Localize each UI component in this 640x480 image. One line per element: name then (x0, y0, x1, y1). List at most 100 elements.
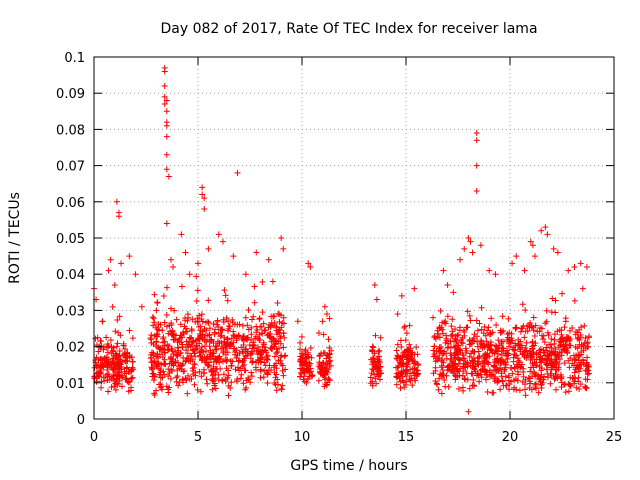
data-point (521, 334, 527, 340)
data-point (430, 347, 436, 353)
x-tick-label: 15 (398, 430, 415, 445)
data-point (548, 336, 554, 342)
x-tick-label: 0 (90, 430, 98, 445)
data-point-outlier (220, 239, 226, 245)
data-point (415, 351, 421, 357)
data-point (258, 368, 264, 374)
data-point (221, 287, 227, 293)
x-tick-label: 25 (606, 430, 623, 445)
data-point (523, 392, 529, 398)
data-point (297, 340, 303, 346)
data-point-outlier (178, 231, 184, 237)
data-point (529, 339, 535, 345)
data-point (499, 329, 505, 335)
data-point-outlier (168, 257, 174, 263)
data-point (98, 385, 104, 391)
data-point-outlier (166, 173, 172, 179)
data-point-outlier (153, 307, 159, 313)
data-point (261, 374, 267, 380)
data-point-outlier (411, 286, 417, 292)
data-point (168, 376, 174, 382)
data-point (547, 381, 553, 387)
data-point-outlier (164, 221, 170, 227)
data-point (199, 311, 205, 317)
data-point-outlier (164, 108, 170, 114)
y-tick-label: 0.02 (56, 341, 85, 356)
data-point (485, 324, 491, 330)
data-point (553, 387, 559, 393)
data-point-outlier (532, 253, 538, 259)
data-point (184, 391, 190, 397)
data-point-outlier (199, 184, 205, 190)
y-tick-label: 0.03 (56, 304, 85, 319)
data-point (253, 324, 259, 330)
data-point (150, 314, 156, 320)
data-points (91, 65, 592, 415)
data-point-outlier (280, 246, 286, 252)
data-point (204, 381, 210, 387)
data-point (561, 324, 567, 330)
chart-title: Day 082 of 2017, Rate Of TEC Index for r… (160, 21, 537, 37)
data-point (207, 343, 213, 349)
data-point-outlier (461, 246, 467, 252)
data-point (224, 358, 230, 364)
data-point (280, 373, 286, 379)
x-tick-label: 5 (194, 430, 202, 445)
data-point (175, 383, 181, 389)
data-point (460, 384, 466, 390)
data-point (471, 349, 477, 355)
data-point (173, 375, 179, 381)
data-point (497, 386, 503, 392)
data-point-outlier (164, 134, 170, 140)
data-point (479, 305, 485, 311)
data-point (474, 318, 480, 324)
data-point-outlier (578, 260, 584, 266)
data-point (159, 327, 165, 333)
data-point (195, 287, 201, 293)
data-point-outlier (201, 206, 207, 212)
data-point (248, 370, 254, 376)
data-point-outlier (542, 224, 548, 230)
data-point (282, 353, 288, 359)
data-point (174, 317, 180, 323)
data-point (437, 344, 443, 350)
data-point (257, 315, 263, 321)
data-point (164, 312, 170, 318)
data-point (151, 377, 157, 383)
data-point (280, 345, 286, 351)
data-point (439, 390, 445, 396)
data-point (505, 316, 511, 322)
data-point (476, 348, 482, 354)
data-point (205, 297, 211, 303)
data-point (114, 344, 120, 350)
data-point (490, 390, 496, 396)
data-point (563, 389, 569, 395)
data-point (446, 384, 452, 390)
data-point (265, 380, 271, 386)
data-point (275, 300, 281, 306)
data-point-outlier (295, 318, 301, 324)
data-point-outlier (243, 271, 249, 277)
data-point-outlier (126, 253, 132, 259)
data-point (468, 317, 474, 323)
data-point-outlier (430, 315, 436, 321)
data-point-outlier (445, 282, 451, 288)
data-point (258, 375, 264, 381)
data-point (542, 320, 548, 326)
data-point-outlier (470, 249, 476, 255)
data-point-outlier (118, 260, 124, 266)
data-point (581, 323, 587, 329)
data-point (251, 284, 257, 290)
data-point-outlier (112, 282, 118, 288)
data-point (249, 360, 255, 366)
data-point (493, 322, 499, 328)
data-point (274, 387, 280, 393)
data-point (522, 386, 528, 392)
y-tick-label: 0.09 (56, 87, 85, 102)
data-point (316, 378, 322, 384)
data-point-outlier (266, 257, 272, 263)
data-point (485, 389, 491, 395)
data-point (206, 320, 212, 326)
data-point (199, 344, 205, 350)
y-tick-label: 0.08 (56, 123, 85, 138)
